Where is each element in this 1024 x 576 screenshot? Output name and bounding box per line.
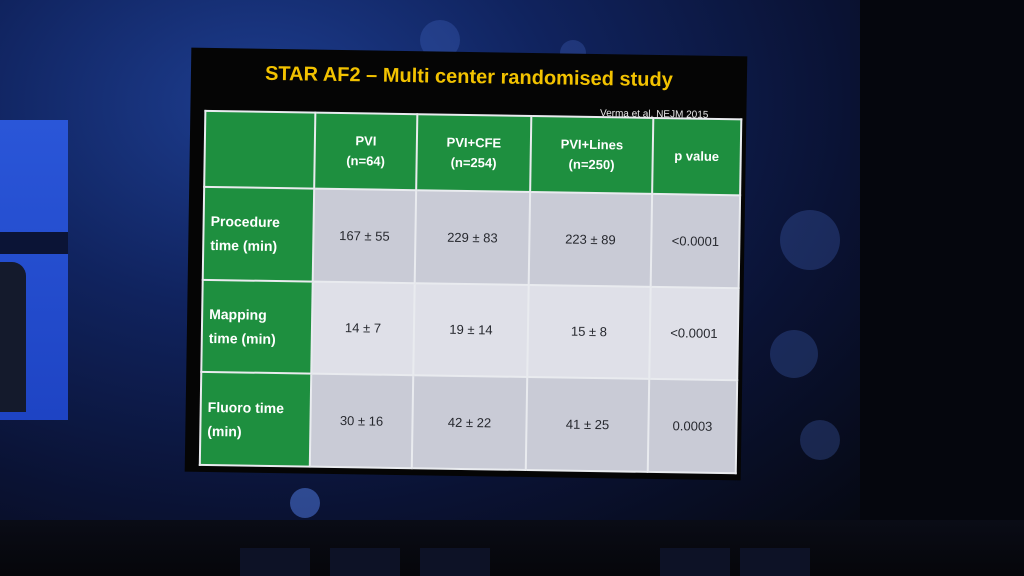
row-label: Mapping time (min) (201, 279, 313, 374)
table-cell: 167 ± 55 (312, 188, 417, 283)
table-header-row: PVI (n=64) PVI+CFE (n=254) PVI+Lines (n=… (204, 110, 742, 196)
table-cell: 223 ± 89 (528, 191, 653, 287)
bokeh-light (770, 330, 818, 378)
table-cell: <0.0001 (649, 286, 739, 381)
bokeh-light (780, 210, 840, 270)
stage-light-strip (330, 548, 400, 576)
table-cell: 42 ± 22 (411, 375, 528, 470)
table-cell: 30 ± 16 (309, 373, 414, 469)
bokeh-light (800, 420, 840, 460)
row-label: Fluoro time (min) (199, 372, 312, 467)
table-row: Fluoro time (min) 30 ± 16 42 ± 22 41 ± 2… (199, 372, 738, 474)
stage-light-strip (660, 548, 730, 576)
column-header: PVI+Lines (n=250) (530, 116, 654, 194)
column-header: PVI (n=64) (314, 112, 418, 191)
bokeh-light (290, 488, 320, 518)
stage-light-strip (740, 548, 810, 576)
speaker-silhouette (0, 262, 26, 412)
column-header: PVI+CFE (n=254) (416, 114, 532, 192)
side-screen-bar (0, 232, 68, 254)
table-corner-cell (204, 110, 316, 189)
floor (0, 520, 1024, 576)
column-header: p value (652, 117, 742, 196)
stage-light-strip (420, 548, 490, 576)
table-cell: 15 ± 8 (527, 284, 651, 380)
results-table: PVI (n=64) PVI+CFE (n=254) PVI+Lines (n=… (199, 110, 743, 474)
table-cell: 229 ± 83 (414, 190, 531, 285)
table-cell: 19 ± 14 (413, 282, 529, 378)
table-cell: 0.0003 (647, 379, 738, 474)
table-cell: 41 ± 25 (525, 377, 650, 472)
stage-light-strip (240, 548, 310, 576)
table-cell: 14 ± 7 (311, 281, 415, 376)
table-row: Procedure time (min) 167 ± 55 229 ± 83 2… (202, 186, 741, 288)
slide-title: STAR AF2 – Multi center randomised study (264, 62, 674, 92)
table-cell: <0.0001 (650, 193, 741, 288)
projected-slide: STAR AF2 – Multi center randomised study… (184, 47, 748, 481)
table-row: Mapping time (min) 14 ± 7 19 ± 14 15 ± 8… (201, 279, 739, 381)
row-label: Procedure time (min) (202, 186, 315, 282)
